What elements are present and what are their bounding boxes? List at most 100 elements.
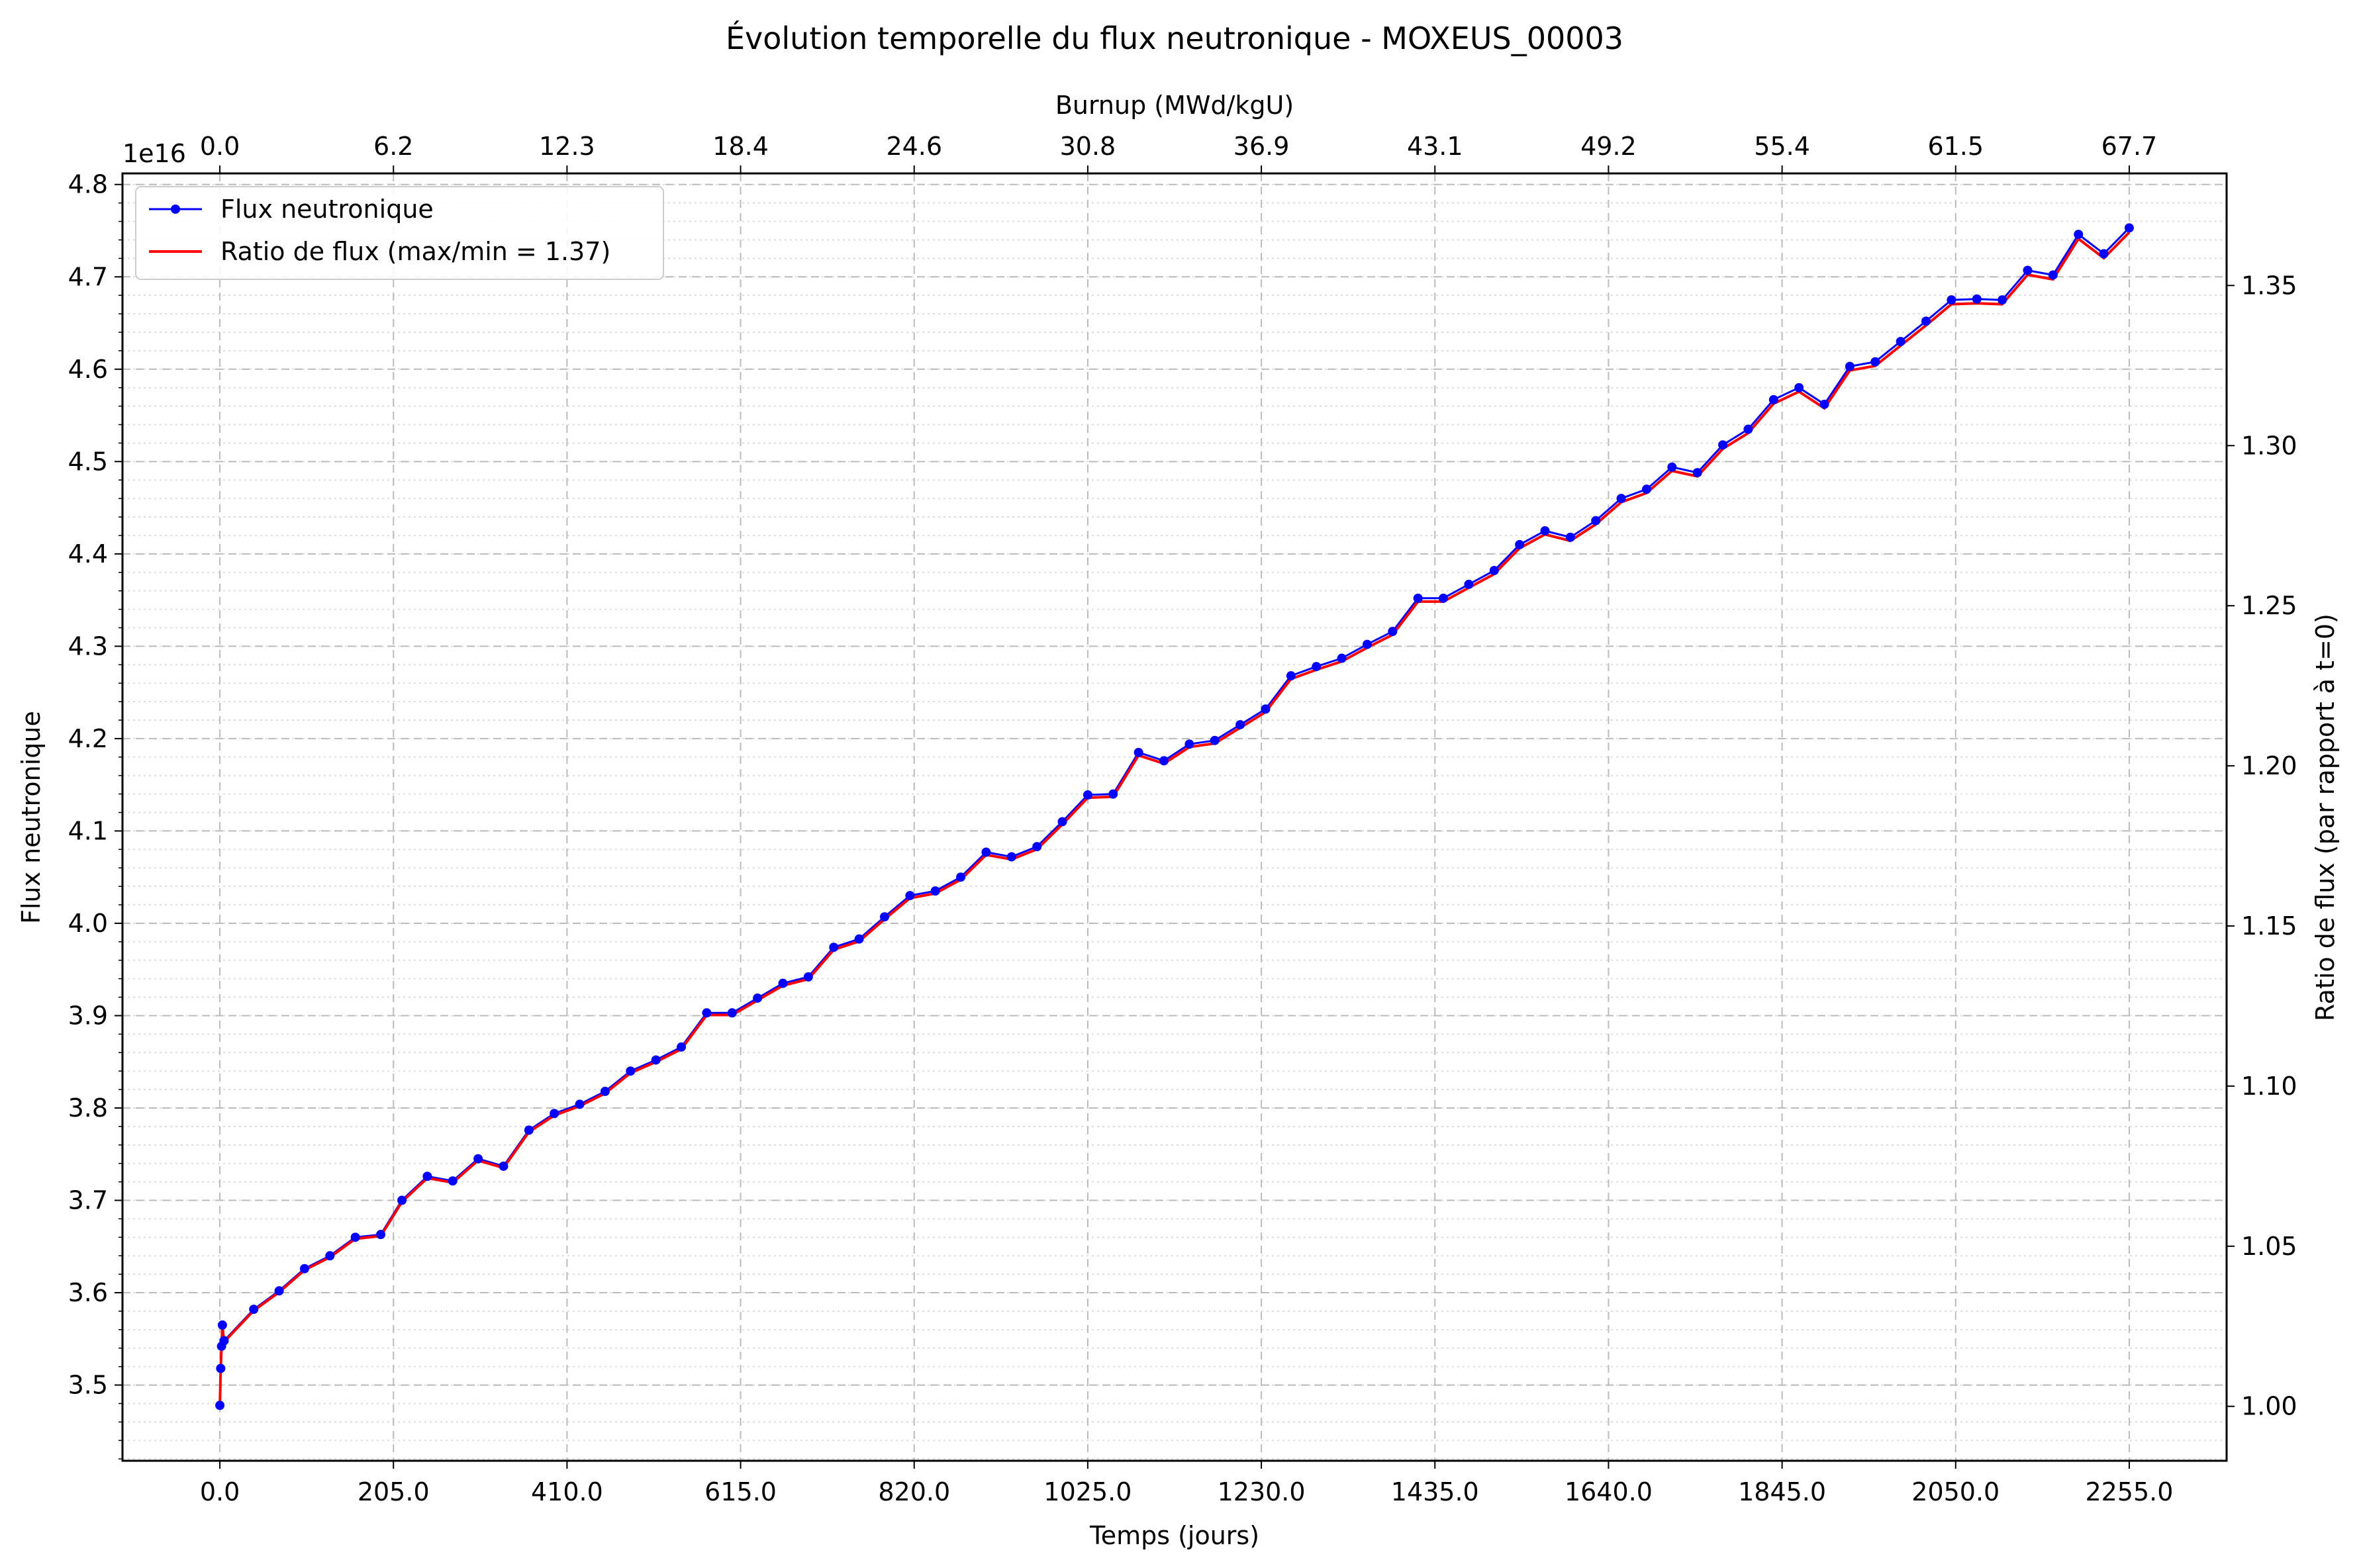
flux-data-point <box>1540 526 1550 535</box>
right-y-tick-label: 1.15 <box>2241 911 2297 941</box>
top-x-tick-label: 0.0 <box>200 132 240 161</box>
x-tick-label: 2050.0 <box>1911 1477 2000 1506</box>
flux-data-point <box>626 1066 636 1076</box>
x-tick-label: 2255.0 <box>2085 1477 2173 1506</box>
flux-data-point <box>1667 462 1677 472</box>
flux-data-point <box>499 1161 508 1171</box>
x-tick-label: 205.0 <box>358 1477 430 1506</box>
flux-data-point <box>274 1286 284 1296</box>
x-tick-label: 410.0 <box>531 1477 603 1506</box>
flux-data-point <box>1794 383 1804 392</box>
x-tick-label: 820.0 <box>878 1477 950 1506</box>
chart-title: Évolution temporelle du flux neutronique… <box>726 21 1623 56</box>
right-y-tick-label: 1.05 <box>2241 1232 2297 1261</box>
top-x-tick-label: 49.2 <box>1580 132 1637 161</box>
flux-data-point <box>2048 270 2058 280</box>
flux-data-point <box>1006 852 1016 862</box>
flux-data-point <box>1972 294 1982 304</box>
flux-data-point <box>1998 295 2007 305</box>
right-y-tick-label: 1.25 <box>2241 591 2297 620</box>
plot-frame <box>121 172 2228 1462</box>
flux-data-point <box>1565 532 1575 542</box>
flux-data-point <box>1210 735 1220 745</box>
flux-data-point <box>2124 223 2134 233</box>
flux-data-point <box>1718 440 1728 450</box>
legend-flux-label: Flux neutronique <box>220 195 434 224</box>
flux-data-point <box>1439 593 1449 603</box>
y-tick-label: 3.9 <box>68 1001 108 1030</box>
flux-data-point <box>702 1008 712 1018</box>
flux-data-point <box>1184 739 1194 749</box>
axis-ticks: 0.0 0.0 205.0 6.2 410.0 12.3 615.0 18.4 820.0 24.… <box>68 132 2297 1506</box>
flux-data-point <box>299 1264 309 1273</box>
flux-data-point <box>651 1055 661 1065</box>
flux-data-point <box>956 872 966 882</box>
flux-data-point <box>854 934 864 944</box>
flux-data-point <box>1641 484 1651 494</box>
flux-data-point <box>550 1109 559 1119</box>
flux-data-point <box>2023 265 2033 275</box>
y-tick-label: 3.7 <box>68 1186 108 1215</box>
x-axis-label: Temps (jours) <box>1089 1521 1259 1550</box>
flux-data-point <box>1312 662 1322 672</box>
y-tick-label: 3.8 <box>68 1093 108 1123</box>
ratio-series-line <box>218 231 2131 1407</box>
legend: Flux neutronique Ratio de flux (max/min … <box>135 186 664 280</box>
flux-data-point <box>1692 468 1702 478</box>
x-tick-label: 0.0 <box>200 1477 240 1506</box>
x-tick-label: 1845.0 <box>1738 1477 1826 1506</box>
y-tick-label: 4.7 <box>68 262 108 291</box>
flux-data-point <box>1362 639 1372 649</box>
top-x-tick-label: 36.9 <box>1233 132 1290 161</box>
right-y-tick-label: 1.20 <box>2241 751 2297 780</box>
y-tick-label: 4.4 <box>68 539 108 569</box>
flux-data-point <box>1133 747 1143 757</box>
flux-data-point <box>803 972 813 982</box>
flux-data-point <box>397 1195 407 1205</box>
y-tick-label: 4.1 <box>68 816 108 845</box>
flux-data-point <box>325 1251 335 1261</box>
y-tick-label: 4.0 <box>68 909 108 938</box>
legend-ratio-label: Ratio de flux (max/min = 1.37) <box>220 237 610 266</box>
flux-data-point <box>1337 653 1347 663</box>
flux-data-point <box>575 1099 585 1109</box>
flux-data-point <box>930 886 940 896</box>
flux-data-point <box>600 1086 610 1096</box>
x-tick-label: 615.0 <box>704 1477 777 1506</box>
flux-data-point <box>1057 817 1067 827</box>
x-tick-label: 1025.0 <box>1043 1477 1132 1506</box>
flux-data-point <box>753 993 763 1003</box>
legend-box <box>135 186 664 280</box>
series-layer <box>215 223 2134 1410</box>
y-tick-label: 4.3 <box>68 631 108 661</box>
y-offset-label: 1e16 <box>122 139 186 168</box>
flux-data-point <box>1464 579 1474 589</box>
flux-data-point <box>1768 394 1778 404</box>
y-axis-label: Flux neutronique <box>17 711 46 924</box>
flux-data-point <box>1947 295 1956 305</box>
flux-data-point <box>422 1172 432 1181</box>
flux-data-point <box>219 1336 229 1346</box>
flux-data-point <box>1845 361 1855 371</box>
right-y-tick-label: 1.00 <box>2241 1392 2297 1421</box>
y-tick-label: 4.6 <box>68 355 108 384</box>
y-tick-label: 4.2 <box>68 724 108 753</box>
x-tick-label: 1230.0 <box>1218 1477 1306 1506</box>
right-y-tick-label: 1.35 <box>2241 271 2297 300</box>
flux-data-point <box>216 1363 226 1373</box>
flux-data-point <box>448 1176 458 1186</box>
flux-data-point <box>879 912 889 922</box>
flux-data-point <box>2074 230 2084 240</box>
y-tick-label: 3.6 <box>68 1278 108 1307</box>
flux-data-point <box>350 1232 360 1242</box>
flux-data-point <box>1032 842 1042 852</box>
flux-data-point <box>1870 357 1880 367</box>
flux-data-point <box>1515 539 1525 549</box>
flux-data-point <box>1819 399 1829 409</box>
flux-data-point <box>215 1401 225 1410</box>
top-x-tick-label: 55.4 <box>1754 132 1810 161</box>
x-tick-label: 1435.0 <box>1391 1477 1479 1506</box>
flux-data-point <box>1235 719 1245 729</box>
flux-data-point <box>1159 756 1169 766</box>
